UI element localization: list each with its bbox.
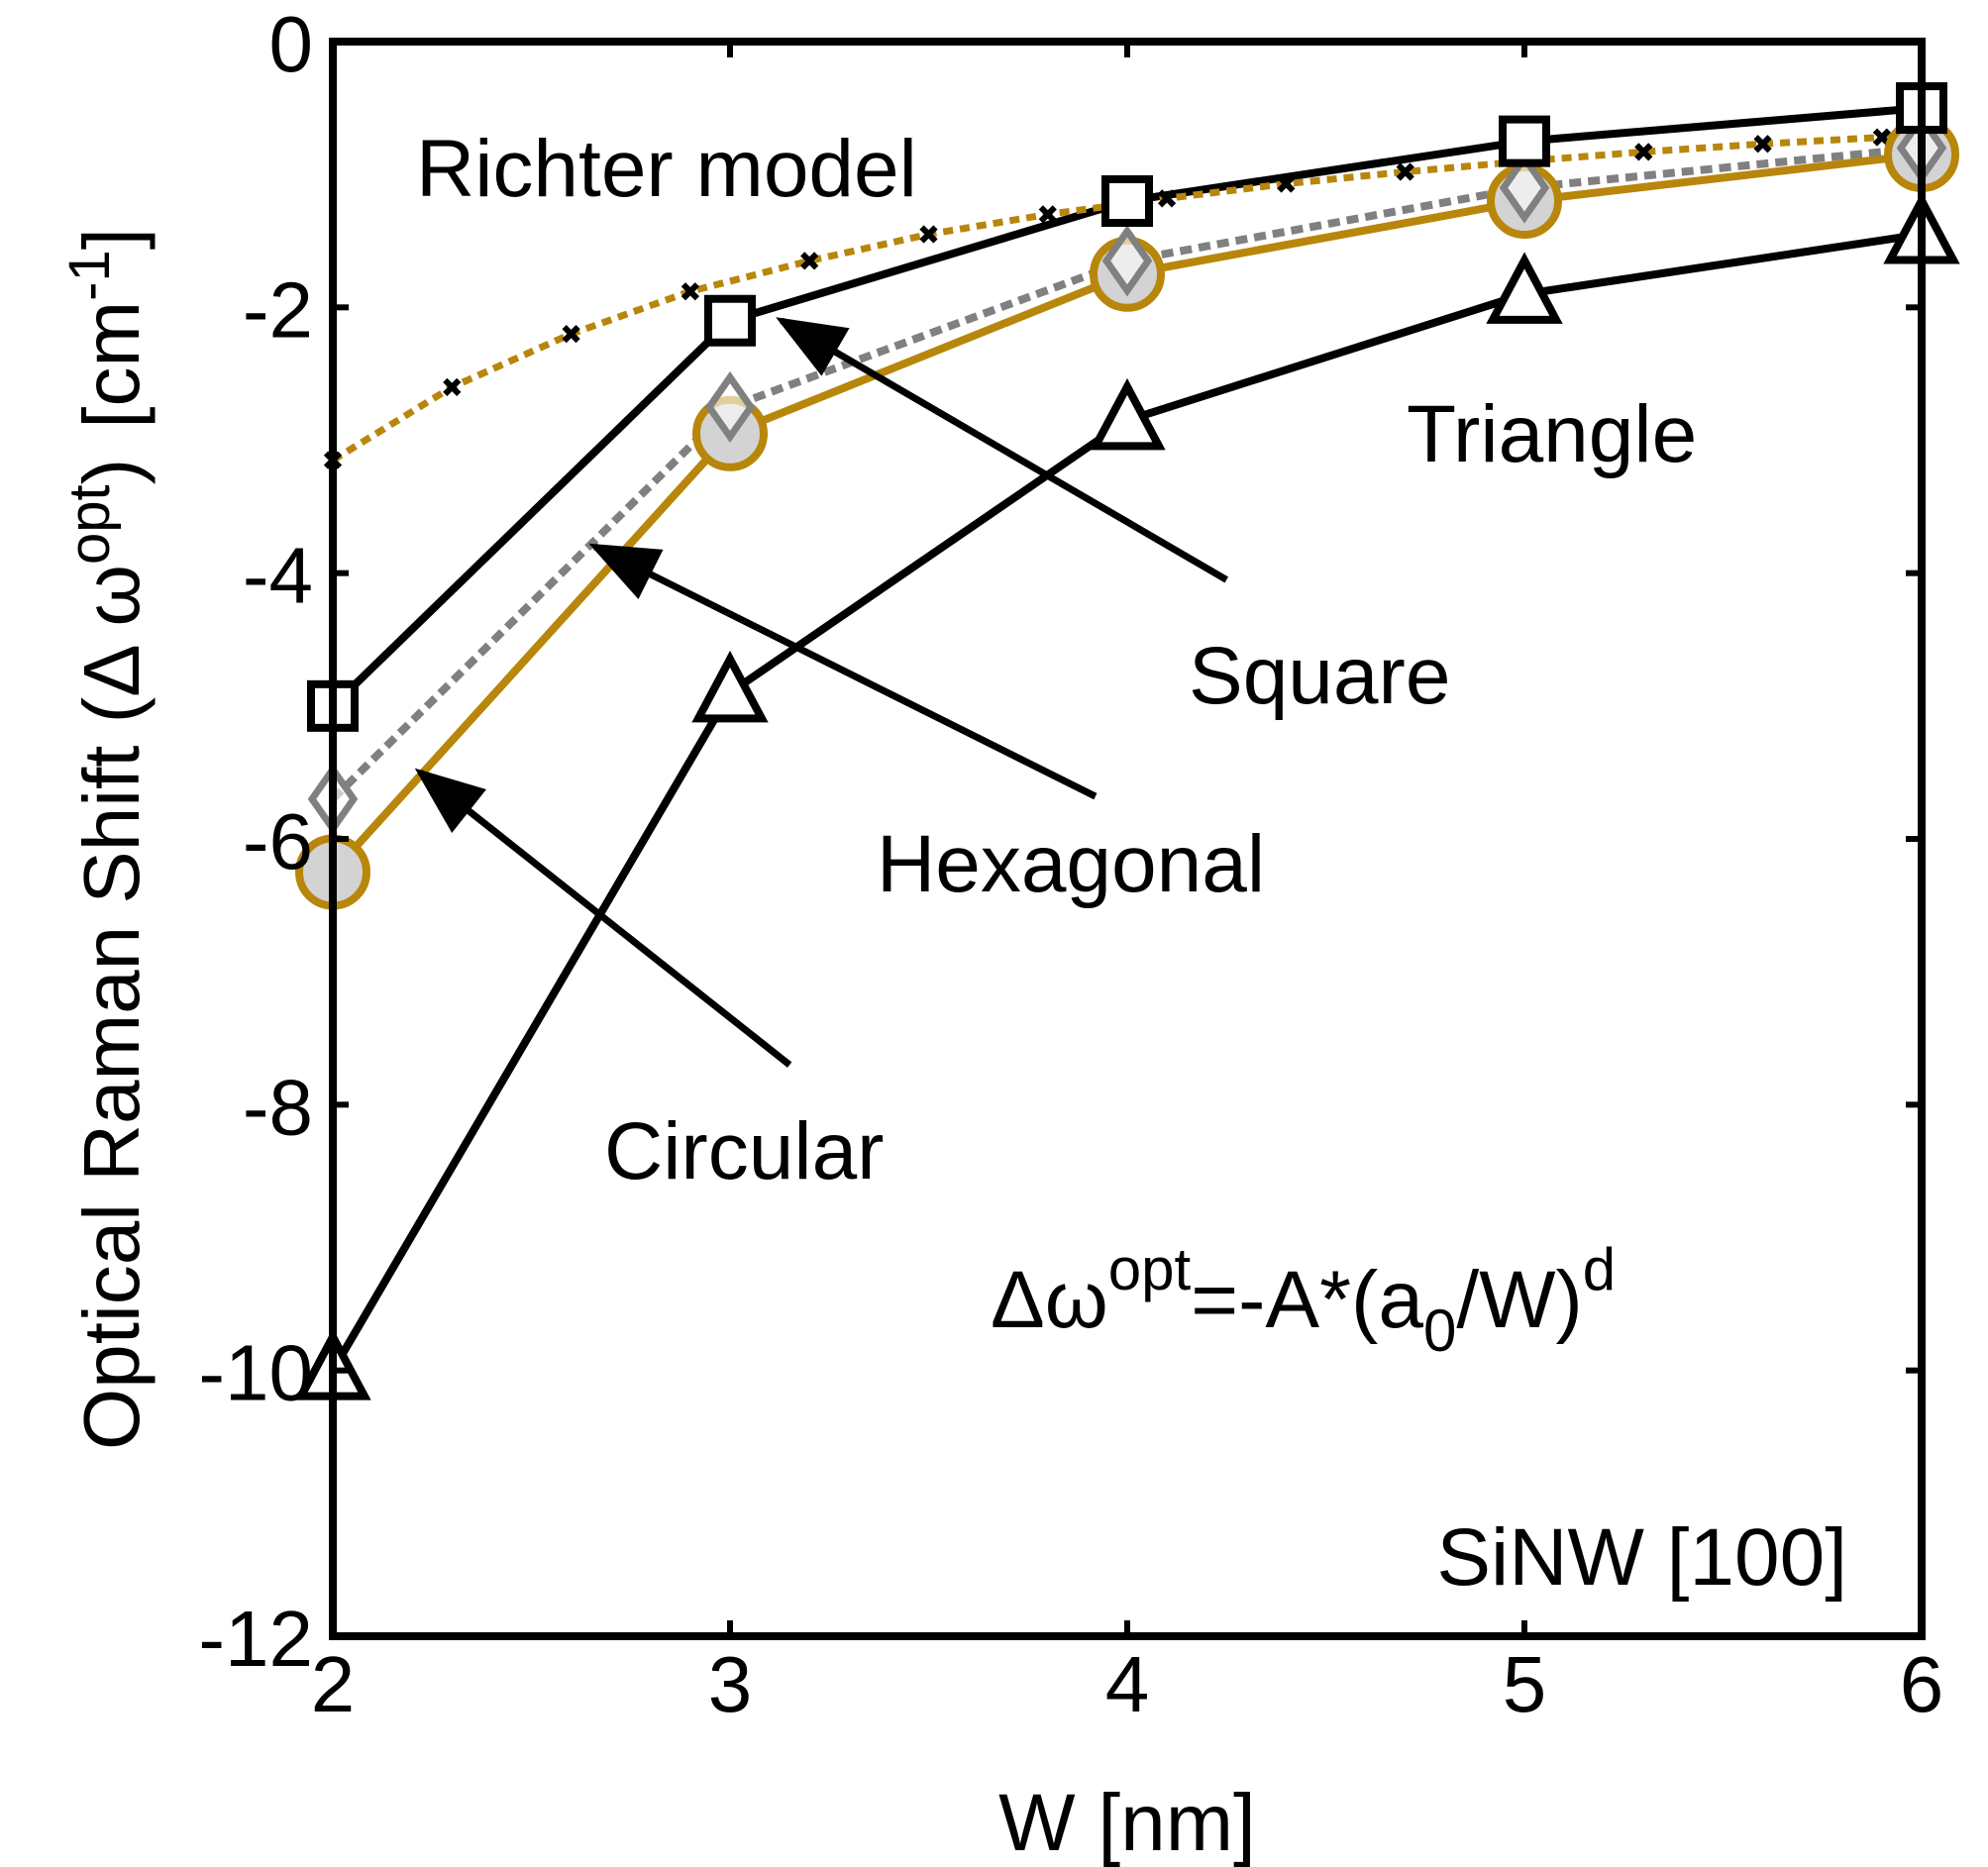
- y-tick-label: -2: [243, 265, 313, 354]
- formula-end: /W): [1456, 1255, 1582, 1345]
- formula-main: Δω: [991, 1255, 1108, 1345]
- marker-square: [704, 294, 756, 347]
- richter-point: [1396, 162, 1414, 181]
- x-tick-label: 6: [1900, 1640, 1944, 1728]
- richter-point: [1753, 135, 1772, 154]
- x-tick-label: 2: [311, 1640, 356, 1728]
- formula-mid: =-A*(a: [1191, 1255, 1423, 1345]
- richter-point: [562, 325, 580, 344]
- arrow-hexagonal: [588, 543, 1098, 800]
- formula-sup1: opt: [1108, 1236, 1192, 1302]
- axis-ticks: [330, 39, 1925, 1639]
- square-label: Square: [1189, 631, 1450, 721]
- y-tick-label: -10: [198, 1329, 313, 1417]
- y-axis-label: Optical Raman Shift (Δ ωopt) [cm-1]: [57, 228, 156, 1450]
- formula-sub: 0: [1423, 1297, 1456, 1364]
- annotation-arrows: [414, 317, 1229, 1068]
- marker-triangle: [1089, 377, 1166, 451]
- richter-point: [443, 377, 462, 396]
- richter-point: [919, 225, 938, 244]
- richter-point: [1038, 205, 1057, 224]
- formula-label: Δωopt=-A*(a0/W)d: [991, 1236, 1616, 1364]
- hexagonal-label: Hexagonal: [877, 819, 1265, 909]
- richter-point: [1157, 189, 1177, 208]
- marker-triangle: [1486, 252, 1563, 324]
- x-tick-labels: 2 3 4 5 6: [311, 1640, 1944, 1728]
- arrow-circular: [414, 768, 792, 1068]
- triangle-label: Triangle: [1407, 389, 1697, 479]
- y-tick-label: -6: [243, 797, 313, 885]
- marker-hexagonal: [1101, 225, 1153, 297]
- y-tick-label: 0: [269, 0, 314, 88]
- y-label-main: Optical Raman Shift (Δ ω: [67, 565, 156, 1450]
- formula-sup2: d: [1583, 1236, 1616, 1302]
- arrow-square: [776, 317, 1229, 583]
- x-tick-label: 3: [708, 1640, 753, 1728]
- y-label-unit-close: ]: [67, 228, 156, 250]
- richter-label: Richter model: [416, 124, 917, 214]
- marker-hexagonal: [1499, 152, 1550, 224]
- y-label-unit-open: [cm: [67, 301, 156, 429]
- sample-label: SiNW [100]: [1436, 1512, 1847, 1603]
- circular-label: Circular: [604, 1106, 884, 1196]
- marker-triangle: [691, 650, 769, 723]
- richter-point: [1277, 174, 1296, 193]
- marker-square: [1101, 175, 1153, 227]
- marker-square: [1499, 115, 1550, 167]
- y-tick-label: -4: [243, 532, 313, 620]
- x-tick-label: 4: [1105, 1640, 1150, 1728]
- y-label-sup: opt: [57, 484, 122, 565]
- x-tick-label: 5: [1503, 1640, 1547, 1728]
- y-tick-label: -8: [243, 1063, 313, 1151]
- y-label-close: ): [67, 459, 156, 485]
- richter-point: [1634, 143, 1653, 161]
- richter-point: [680, 282, 700, 301]
- marker-hexagonal: [704, 370, 756, 444]
- x-axis-label: W [nm]: [998, 1778, 1256, 1867]
- y-tick-label: -12: [198, 1595, 313, 1683]
- richter-point: [800, 252, 819, 270]
- y-label-unit-sup: -1: [57, 250, 122, 301]
- series-markers: [294, 82, 1960, 1400]
- y-tick-labels: 0 -2 -4 -6 -8 -10 -12: [198, 0, 313, 1683]
